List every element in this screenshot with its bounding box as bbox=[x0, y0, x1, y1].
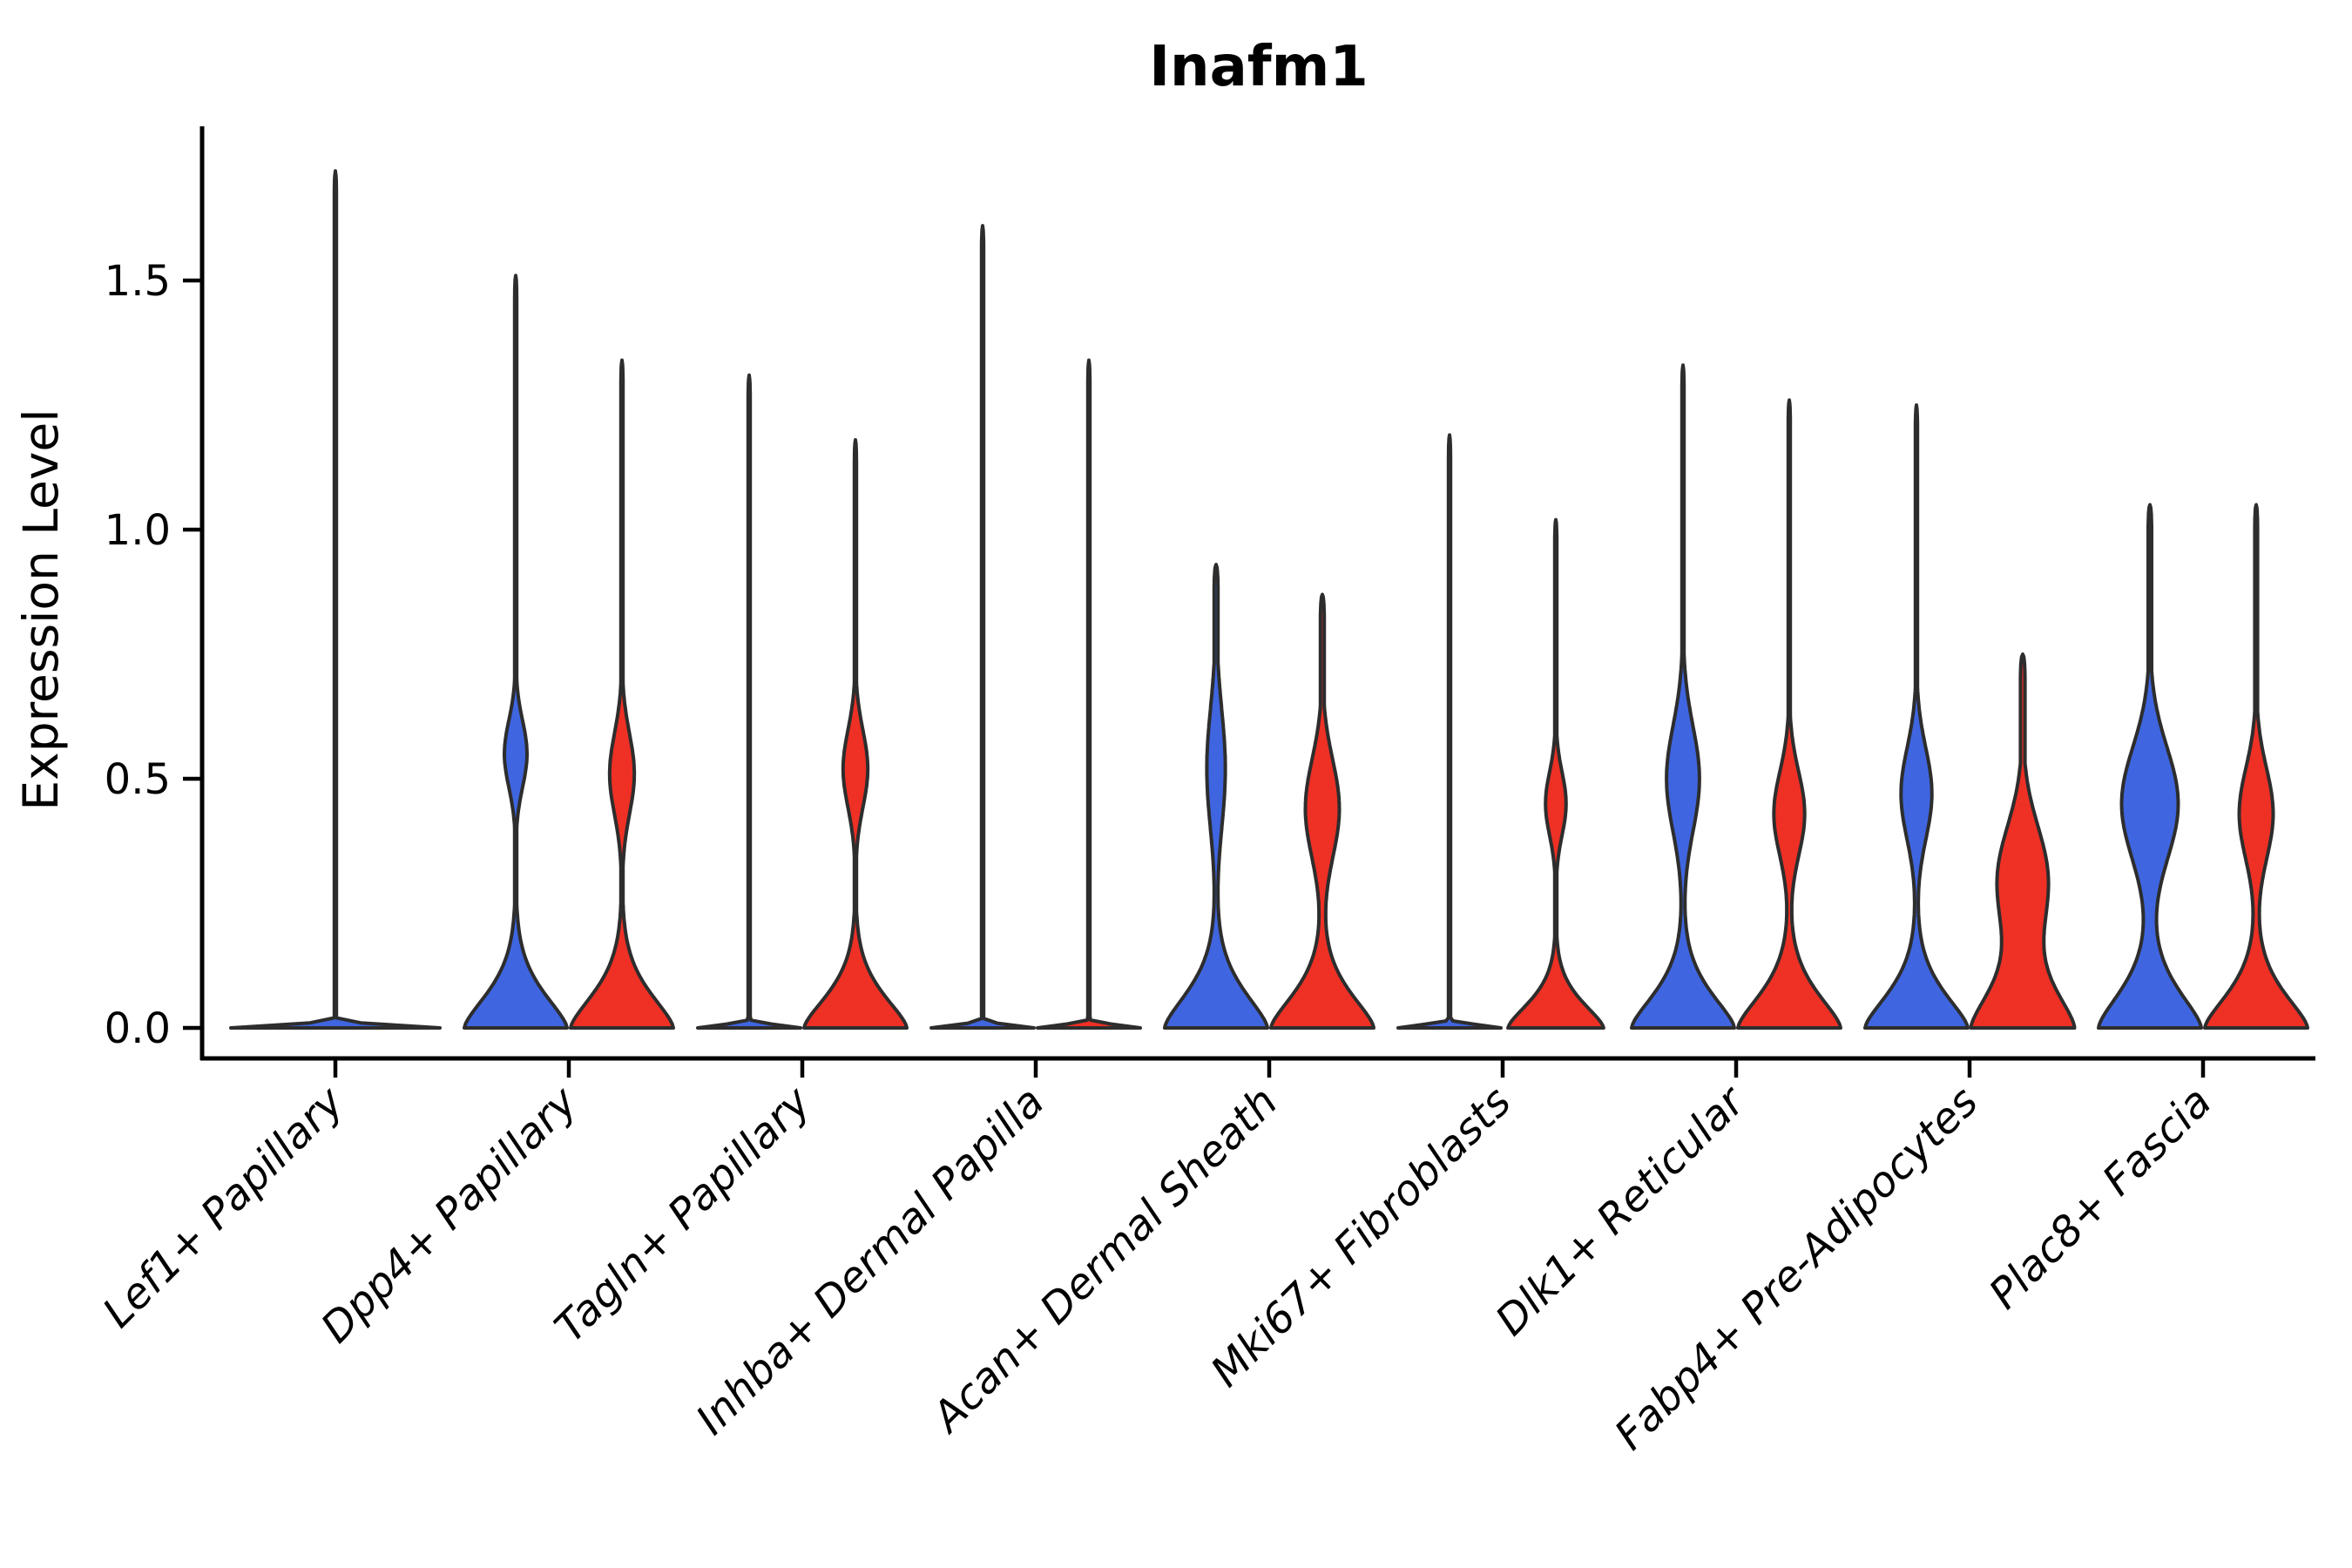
violins-layer bbox=[229, 169, 2309, 1030]
y-tick-label: 0.0 bbox=[105, 1004, 171, 1053]
violin-tagln-papillary-group-red bbox=[802, 438, 909, 1030]
violin-acan-dermal-sheath-group-blue bbox=[1163, 563, 1269, 1030]
chart-title: Inafm1 bbox=[1149, 35, 1369, 99]
x-tick-label-dlk1-reticular: Dlk1+ Reticular bbox=[1486, 1076, 1756, 1346]
y-axis-ticks: 0.0 0.5 1.0 1.5 bbox=[105, 257, 202, 1053]
violin-fabp4-pre-adipocytes-group-blue bbox=[1863, 403, 1970, 1030]
x-tick-label-plac8-fascia: Plac8+ Fascia bbox=[1980, 1078, 2221, 1319]
violin-fabp4-pre-adipocytes-group-red bbox=[1969, 652, 2077, 1030]
violin-dlk1-reticular-group-red bbox=[1736, 398, 1842, 1030]
y-tick-label: 1.5 bbox=[105, 257, 171, 306]
y-tick-label: 0.5 bbox=[105, 755, 171, 804]
violin-dlk1-reticular-group-blue bbox=[1630, 363, 1736, 1030]
violin-dpp4-papillary-group-blue bbox=[463, 274, 569, 1030]
y-axis-label: Expression Level bbox=[13, 409, 69, 810]
x-tick-label-dpp4-papillary: Dpp4+ Papillary bbox=[312, 1077, 587, 1352]
violin-tagln-papillary-group-blue bbox=[696, 373, 802, 1030]
violin-plac8-fascia-group-blue bbox=[2097, 503, 2203, 1030]
y-tick-label: 1.0 bbox=[105, 506, 171, 555]
x-tick-label-lef1-papillary: Lef1+ Papillary bbox=[93, 1077, 354, 1337]
violin-inhba-dermal-papilla-group-red bbox=[1036, 358, 1142, 1030]
violin-lef1-papillary-group-blue bbox=[229, 169, 442, 1030]
violin-inhba-dermal-papilla-group-blue bbox=[929, 224, 1036, 1030]
violin-plac8-fascia-group-red bbox=[2203, 503, 2309, 1030]
violin-mki67-fibroblasts-group-blue bbox=[1396, 433, 1503, 1030]
violin-acan-dermal-sheath-group-red bbox=[1269, 592, 1375, 1030]
violin-mki67-fibroblasts-group-red bbox=[1506, 517, 1605, 1030]
x-tick-label-tagln-papillary: Tagln+ Papillary bbox=[545, 1077, 821, 1352]
violin-dpp4-papillary-group-red bbox=[569, 358, 675, 1030]
